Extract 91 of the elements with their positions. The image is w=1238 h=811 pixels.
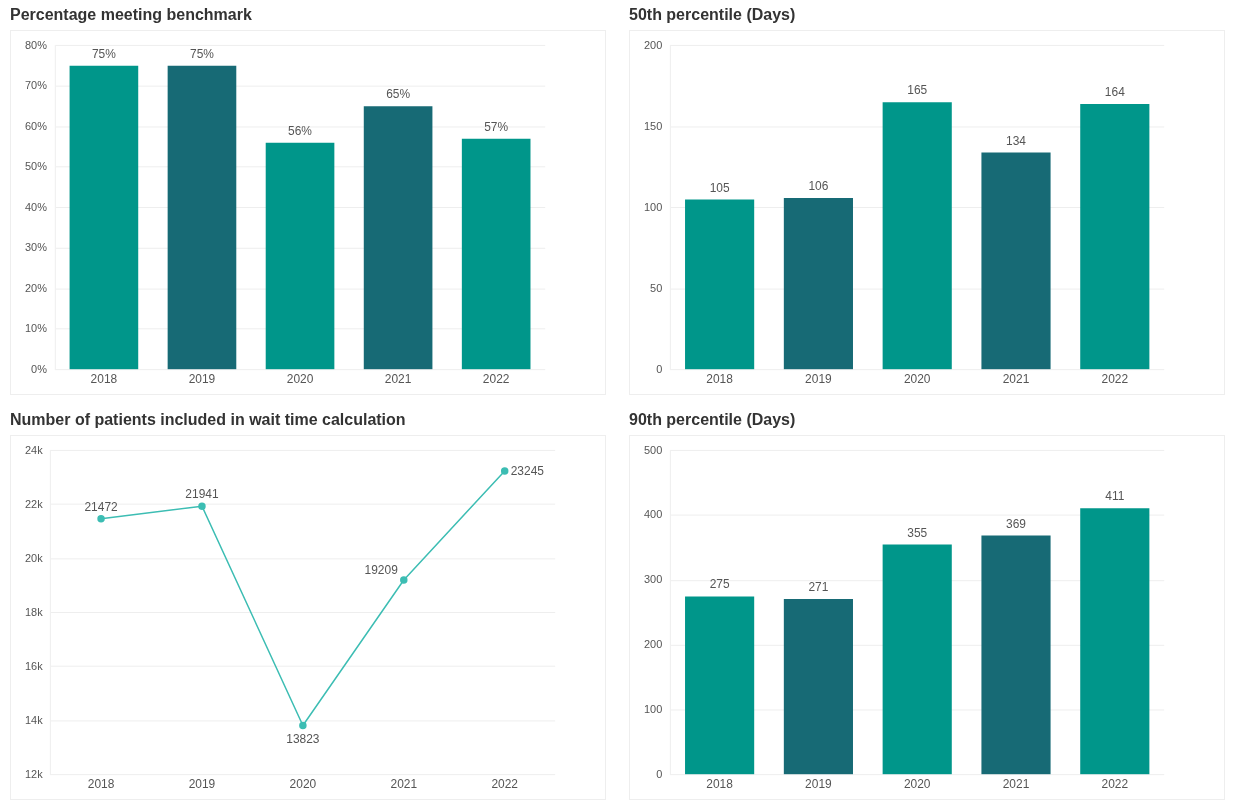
chart-title: 90th percentile (Days) bbox=[629, 410, 797, 430]
point bbox=[400, 576, 408, 584]
y-tick-label: 0% bbox=[31, 362, 48, 375]
data-label: 65% bbox=[386, 87, 411, 102]
y-tick-label: 22k bbox=[24, 497, 44, 510]
bar bbox=[981, 535, 1051, 775]
bar bbox=[783, 599, 853, 775]
data-label: 106 bbox=[808, 178, 829, 193]
y-tick-label: 100 bbox=[643, 702, 663, 715]
bar bbox=[461, 138, 531, 370]
y-tick-label: 150 bbox=[643, 119, 663, 132]
y-tick-label: 20k bbox=[24, 551, 44, 564]
y-tick-label: 20% bbox=[24, 281, 48, 294]
x-tick-label: 2018 bbox=[706, 372, 734, 387]
y-tick-label: 60% bbox=[24, 119, 48, 132]
point bbox=[198, 502, 206, 510]
y-tick-label: 12k bbox=[24, 767, 44, 780]
y-tick-label: 500 bbox=[643, 443, 663, 456]
bar bbox=[1080, 508, 1150, 775]
y-tick-label: 100 bbox=[643, 200, 663, 213]
data-label: 164 bbox=[1104, 84, 1126, 99]
point bbox=[299, 721, 307, 730]
x-tick-label: 2021 bbox=[390, 777, 418, 792]
chart-title: 50th percentile (Days) bbox=[629, 5, 797, 25]
y-tick-label: 0 bbox=[656, 767, 663, 780]
data-label: 165 bbox=[907, 83, 928, 98]
x-tick-label: 2022 bbox=[1101, 777, 1129, 792]
x-tick-label: 2019 bbox=[188, 777, 216, 792]
data-label: 23245 bbox=[510, 463, 545, 478]
point bbox=[97, 515, 105, 523]
data-label: 19209 bbox=[364, 563, 399, 577]
data-label: 411 bbox=[1105, 489, 1125, 504]
bar bbox=[69, 65, 139, 370]
y-tick-label: 16k bbox=[24, 659, 44, 672]
bar bbox=[167, 65, 237, 370]
bar bbox=[1080, 103, 1150, 370]
x-tick-label: 2018 bbox=[90, 372, 118, 387]
x-tick-label: 2021 bbox=[1002, 777, 1030, 792]
y-tick-label: 0 bbox=[656, 362, 663, 375]
y-tick-label: 300 bbox=[643, 573, 663, 586]
chart-title: Percentage meeting benchmark bbox=[10, 5, 253, 25]
y-tick-label: 18k bbox=[24, 605, 44, 618]
data-label: 57% bbox=[484, 119, 509, 134]
x-tick-label: 2020 bbox=[903, 372, 931, 387]
x-tick-label: 2022 bbox=[1101, 372, 1129, 387]
x-tick-label: 2018 bbox=[87, 777, 115, 792]
y-tick-label: 40% bbox=[24, 200, 48, 213]
x-tick-label: 2019 bbox=[805, 777, 833, 792]
data-label: 21941 bbox=[185, 487, 219, 502]
data-label: 75% bbox=[91, 46, 117, 61]
y-tick-label: 24k bbox=[24, 443, 44, 456]
x-tick-label: 2022 bbox=[482, 372, 510, 387]
bar bbox=[981, 152, 1051, 370]
bar bbox=[685, 199, 755, 370]
x-tick-label: 2021 bbox=[384, 372, 412, 387]
x-tick-label: 2020 bbox=[286, 372, 314, 387]
bar bbox=[265, 142, 335, 370]
y-tick-label: 200 bbox=[643, 638, 663, 651]
x-tick-label: 2020 bbox=[903, 777, 931, 792]
x-tick-label: 2019 bbox=[805, 372, 833, 387]
chart-title: Number of patients included in wait time calculation bbox=[10, 410, 407, 430]
y-tick-label: 70% bbox=[24, 79, 48, 92]
bar bbox=[685, 596, 755, 775]
x-tick-label: 2019 bbox=[188, 372, 216, 387]
point bbox=[500, 467, 509, 475]
x-tick-label: 2018 bbox=[706, 777, 734, 792]
data-label: 21472 bbox=[84, 499, 119, 514]
y-tick-label: 200 bbox=[643, 38, 663, 51]
bar bbox=[882, 544, 952, 775]
data-label: 271 bbox=[808, 580, 829, 595]
y-tick-label: 30% bbox=[24, 241, 48, 254]
x-tick-label: 2020 bbox=[289, 777, 317, 792]
data-label: 134 bbox=[1006, 133, 1027, 148]
y-tick-label: 50% bbox=[24, 160, 48, 173]
bar bbox=[882, 102, 952, 370]
y-tick-label: 80% bbox=[24, 38, 48, 51]
y-tick-label: 14k bbox=[24, 713, 44, 726]
data-label: 369 bbox=[1006, 516, 1027, 531]
bar bbox=[783, 197, 853, 370]
data-label: 275 bbox=[709, 577, 730, 592]
data-label: 13823 bbox=[286, 732, 320, 747]
data-label: 75% bbox=[190, 46, 215, 61]
bar bbox=[363, 106, 433, 370]
data-label: 355 bbox=[907, 525, 928, 540]
data-label: 56% bbox=[288, 123, 313, 138]
y-tick-label: 400 bbox=[643, 508, 663, 521]
y-tick-label: 50 bbox=[650, 281, 663, 294]
x-tick-label: 2022 bbox=[491, 777, 519, 792]
data-label: 105 bbox=[709, 180, 730, 195]
x-tick-label: 2021 bbox=[1002, 372, 1030, 387]
y-tick-label: 10% bbox=[24, 322, 48, 335]
